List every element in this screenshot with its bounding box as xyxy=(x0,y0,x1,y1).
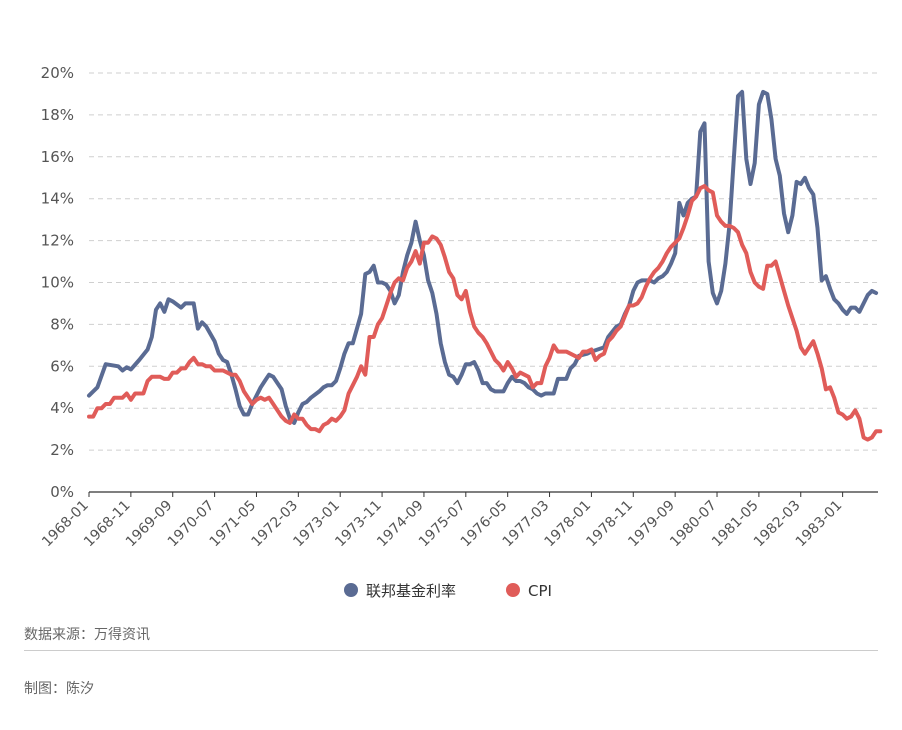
y-tick-label: 0% xyxy=(50,483,74,501)
series-line-2 xyxy=(87,184,883,442)
x-axis: 1968-011968-111969-091970-071971-051972-… xyxy=(39,491,878,551)
y-tick-label: 2% xyxy=(50,441,74,459)
y-tick-label: 20% xyxy=(41,64,74,82)
data-source-note: 数据来源：万得资讯 xyxy=(24,627,150,643)
y-tick-label: 4% xyxy=(50,399,74,417)
legend-marker xyxy=(506,583,520,597)
y-tick-label: 8% xyxy=(50,315,74,333)
series-lines xyxy=(87,89,883,442)
series-line-1 xyxy=(87,89,879,425)
y-tick-label: 14% xyxy=(41,190,74,208)
legend-label: 联邦基金利率 xyxy=(366,582,456,600)
y-tick-label: 6% xyxy=(50,357,74,375)
legend-marker xyxy=(344,583,358,597)
y-tick-label: 10% xyxy=(41,274,74,292)
y-tick-label: 18% xyxy=(41,106,74,124)
y-tick-label: 16% xyxy=(41,148,74,166)
x-tick-label: 1983-01 xyxy=(793,498,846,551)
legend: 联邦基金利率 CPI xyxy=(344,582,552,600)
y-axis: 0% 2% 4% 6% 8% 10% 12% 14% 16% 18% 20% xyxy=(41,64,74,501)
footer-divider xyxy=(24,650,878,651)
chart-author-note: 制图：陈汐 xyxy=(24,681,94,697)
grid-lines xyxy=(89,72,878,451)
y-tick-label: 12% xyxy=(41,232,74,250)
legend-label: CPI xyxy=(528,582,552,600)
line-chart: 0% 2% 4% 6% 8% 10% 12% 14% 16% 18% 20% 1968-011968… xyxy=(39,64,883,600)
